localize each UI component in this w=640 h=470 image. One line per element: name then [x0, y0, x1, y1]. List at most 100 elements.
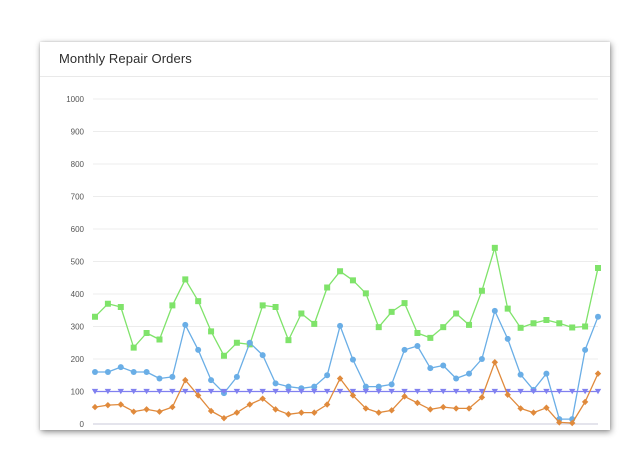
data-point — [104, 369, 111, 375]
data-point — [517, 405, 524, 412]
data-point — [311, 409, 318, 416]
data-point — [272, 388, 279, 395]
chart-title: Monthly Repair Orders — [59, 51, 192, 66]
data-point — [466, 370, 473, 377]
data-point — [311, 320, 318, 327]
data-point — [556, 419, 563, 426]
data-point — [517, 388, 524, 395]
series-line — [95, 310, 599, 420]
y-tick-label: 600 — [71, 225, 85, 234]
data-point — [362, 388, 370, 395]
chart-card: Monthly Repair Orders 0 100 200 300 400 500 60… — [40, 42, 610, 430]
data-point — [324, 372, 331, 379]
data-point — [414, 343, 421, 349]
data-point — [272, 380, 279, 387]
data-point — [543, 388, 550, 395]
series-group — [91, 244, 602, 427]
data-point — [582, 323, 589, 330]
data-point — [556, 320, 563, 327]
data-point — [324, 284, 331, 291]
data-point — [130, 408, 137, 415]
data-point — [427, 388, 434, 395]
data-point — [117, 401, 124, 408]
series-line — [94, 361, 599, 424]
y-tick-label: 800 — [71, 160, 85, 169]
data-point — [156, 408, 163, 415]
data-point — [349, 392, 357, 399]
y-tick-label: 100 — [71, 388, 85, 397]
data-point — [285, 337, 292, 344]
data-point — [169, 302, 176, 309]
data-point — [543, 370, 550, 377]
series-2 — [92, 307, 601, 423]
data-point — [130, 388, 137, 395]
data-point — [336, 375, 344, 382]
card-header: Monthly Repair Orders — [40, 42, 610, 77]
data-point — [182, 388, 189, 395]
data-point — [465, 388, 473, 395]
data-point — [581, 398, 589, 406]
data-point — [414, 330, 421, 336]
series-3 — [91, 388, 602, 395]
data-point — [375, 383, 382, 390]
data-point — [143, 388, 150, 395]
data-point — [246, 388, 253, 395]
data-point — [478, 394, 486, 401]
data-point — [401, 388, 408, 395]
data-point — [298, 388, 305, 395]
data-point — [207, 388, 215, 395]
data-point — [220, 352, 227, 359]
data-point — [104, 401, 112, 409]
data-point — [440, 324, 447, 331]
data-point — [375, 388, 382, 395]
data-point — [272, 304, 279, 310]
data-point — [233, 388, 241, 395]
data-point — [530, 409, 537, 416]
data-point — [388, 381, 395, 388]
data-point — [323, 388, 331, 395]
data-point — [594, 370, 602, 377]
y-tick-label: 700 — [71, 193, 85, 202]
data-point — [182, 276, 189, 283]
data-point — [337, 322, 344, 329]
data-point — [233, 373, 240, 380]
gridlines — [93, 98, 598, 425]
data-point — [478, 388, 486, 395]
data-point — [452, 405, 460, 412]
data-point — [362, 383, 369, 390]
data-point — [581, 388, 589, 395]
data-point — [349, 356, 356, 363]
data-point — [478, 287, 485, 294]
data-point — [491, 388, 499, 395]
data-point — [427, 406, 434, 413]
data-point — [401, 300, 408, 307]
data-point — [414, 399, 421, 407]
data-point — [336, 388, 344, 395]
data-point — [92, 313, 98, 320]
data-point — [517, 324, 524, 331]
data-point — [272, 406, 279, 413]
data-point — [349, 277, 356, 284]
data-point — [543, 404, 550, 411]
series-line — [94, 247, 599, 357]
data-point — [220, 414, 228, 422]
data-point — [388, 407, 395, 414]
data-point — [117, 304, 124, 310]
data-point — [427, 334, 434, 341]
y-axis-ticks: 0 100 200 300 400 500 600 700 800 900 1000 — [66, 95, 84, 429]
y-tick-label: 1000 — [66, 95, 84, 104]
data-point — [259, 388, 266, 395]
data-point — [440, 403, 447, 411]
data-point — [504, 335, 511, 342]
data-point — [207, 407, 215, 415]
data-point — [362, 405, 370, 412]
data-point — [504, 391, 511, 398]
data-point — [233, 339, 240, 346]
data-point — [362, 290, 369, 297]
data-point — [92, 369, 98, 375]
data-point — [156, 336, 163, 343]
data-point — [143, 369, 150, 375]
data-point — [466, 321, 473, 328]
data-point — [143, 406, 150, 413]
data-point — [143, 330, 150, 336]
